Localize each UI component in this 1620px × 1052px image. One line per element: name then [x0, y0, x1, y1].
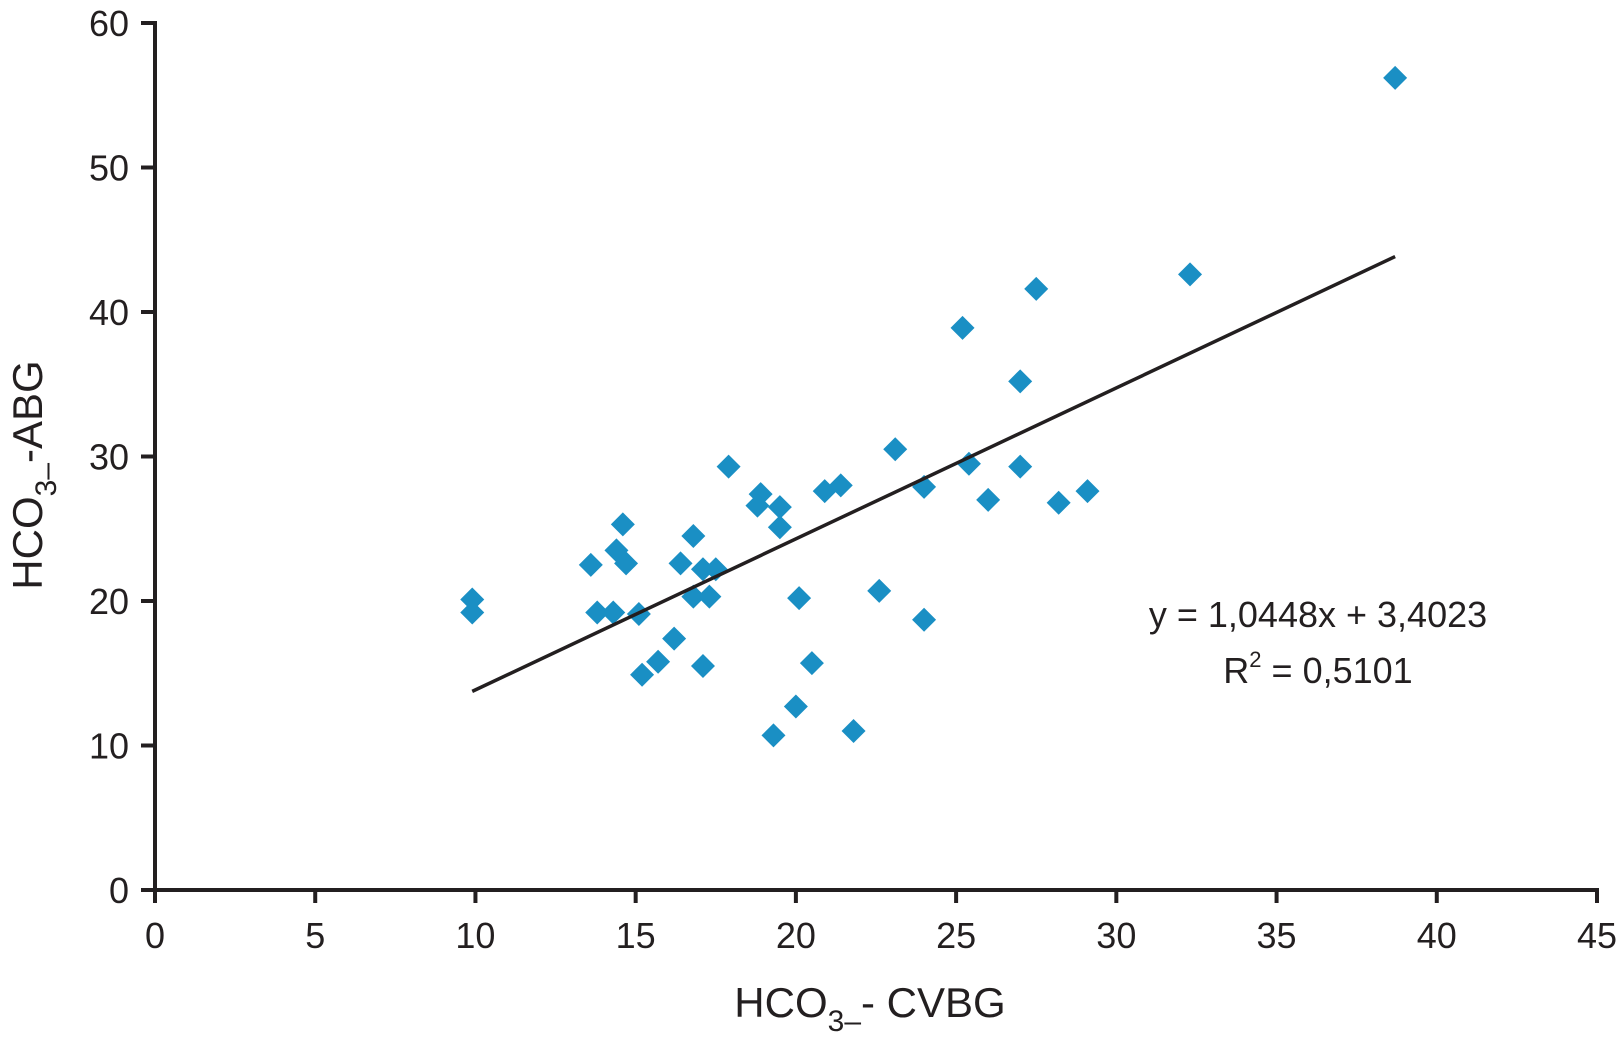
y-tick-label: 10 — [89, 726, 129, 767]
data-point — [950, 315, 975, 340]
data-point — [767, 515, 792, 540]
x-tick-label: 30 — [1096, 915, 1136, 956]
x-tick-label: 10 — [455, 915, 495, 956]
y-ticks: 0 10 20 30 40 50 60 — [89, 3, 155, 911]
data-point — [761, 723, 786, 748]
x-tick-label: 35 — [1257, 915, 1297, 956]
trendline — [471, 254, 1396, 693]
data-points — [460, 65, 1408, 748]
data-point — [610, 512, 635, 537]
y-axis-title-sub: 3– — [30, 463, 63, 497]
data-point — [787, 586, 812, 611]
data-point — [585, 600, 610, 625]
x-tick-label: 45 — [1577, 915, 1617, 956]
y-tick-label: 60 — [89, 3, 129, 44]
data-point — [681, 523, 706, 548]
y-tick-label: 20 — [89, 581, 129, 622]
data-point — [716, 454, 741, 479]
data-point — [867, 578, 892, 603]
x-tick-label: 15 — [616, 915, 656, 956]
r-squared-value: = 0,5101 — [1262, 650, 1413, 691]
data-point — [460, 587, 485, 612]
y-tick-label: 30 — [89, 437, 129, 478]
x-ticks: 0 5 10 15 20 25 30 35 40 45 — [145, 890, 1617, 956]
data-point — [912, 607, 937, 632]
data-point — [799, 651, 824, 676]
y-axis-title-suffix: -ABG — [4, 360, 51, 463]
data-point — [601, 600, 626, 625]
x-tick-label: 25 — [936, 915, 976, 956]
x-tick-label: 5 — [305, 915, 325, 956]
data-point — [668, 551, 693, 576]
data-point — [1008, 369, 1033, 394]
data-point — [1178, 262, 1203, 287]
y-axis-title: HCO3–-ABG — [4, 360, 63, 589]
x-axis-title-main: HCO — [734, 979, 827, 1026]
axes: 0 5 10 15 20 25 30 35 40 45 0 10 20 30 40 50 60 — [89, 3, 1617, 956]
x-tick-label: 40 — [1417, 915, 1457, 956]
data-point — [690, 557, 715, 582]
data-point — [690, 654, 715, 679]
data-point — [1383, 65, 1408, 90]
data-point — [630, 662, 655, 687]
x-axis-title-sub: 3– — [828, 1005, 862, 1038]
data-point — [1024, 276, 1049, 301]
r-squared-label: R2 = 0,5101 — [1223, 647, 1412, 691]
x-tick-label: 20 — [776, 915, 816, 956]
y-axis-title-main: HCO — [4, 496, 51, 589]
x-axis-title: HCO3–- CVBG — [734, 979, 1005, 1038]
data-point — [1046, 490, 1071, 515]
data-point — [460, 600, 485, 625]
data-point — [883, 437, 908, 462]
trendline-equation: y = 1,0448x + 3,4023 — [1149, 594, 1487, 635]
r-squared-sup: 2 — [1249, 647, 1261, 672]
data-point — [841, 719, 866, 744]
data-point — [1075, 479, 1100, 504]
data-point — [614, 551, 639, 576]
data-point — [767, 495, 792, 520]
data-point — [578, 552, 603, 577]
x-axis-title-suffix: - CVBG — [861, 979, 1006, 1026]
data-point — [783, 694, 808, 719]
data-point — [956, 451, 981, 476]
y-tick-label: 40 — [89, 292, 129, 333]
data-point — [646, 649, 671, 674]
data-point — [1008, 454, 1033, 479]
data-point — [697, 584, 722, 609]
x-tick-label: 0 — [145, 915, 165, 956]
data-point — [745, 493, 770, 518]
data-point — [976, 487, 1001, 512]
data-point — [662, 626, 687, 651]
r-squared-prefix: R — [1223, 650, 1249, 691]
y-tick-label: 0 — [109, 870, 129, 911]
data-point — [828, 473, 853, 498]
y-tick-label: 50 — [89, 148, 129, 189]
